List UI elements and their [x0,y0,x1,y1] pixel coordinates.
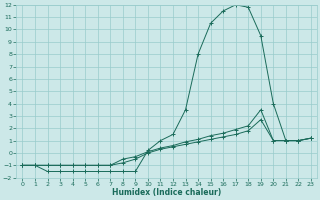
X-axis label: Humidex (Indice chaleur): Humidex (Indice chaleur) [112,188,221,197]
